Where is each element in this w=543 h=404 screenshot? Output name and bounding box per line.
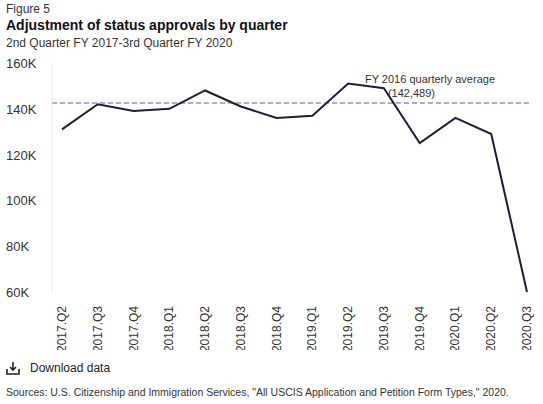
- svg-text:2018.Q3: 2018.Q3: [234, 306, 248, 350]
- svg-text:2018.Q1: 2018.Q1: [162, 306, 176, 350]
- svg-text:160K: 160K: [8, 56, 37, 71]
- svg-text:80K: 80K: [8, 239, 29, 254]
- html-text:Adjustment of status approvals: Adjustment of status approvals by quarte…: [6, 17, 288, 33]
- svg-text:2017.Q2: 2017.Q2: [55, 306, 69, 350]
- html-text:2nd Quarter FY 2017-3rd Quarte: 2nd Quarter FY 2017-3rd Quarter FY 2020: [6, 36, 233, 50]
- svg-text:2017.Q3: 2017.Q3: [91, 306, 105, 350]
- svg-text:2019.Q2: 2019.Q2: [341, 306, 355, 350]
- html-text:Download data: Download data: [30, 361, 111, 375]
- svg-text:2020.Q1: 2020.Q1: [448, 306, 462, 350]
- svg-text:2020.Q2: 2020.Q2: [484, 306, 498, 350]
- html-text:Figure 5: Figure 5: [6, 2, 50, 16]
- svg-text:2018.Q4: 2018.Q4: [270, 306, 284, 350]
- svg-text:FY 2016 quarterly average(142,: FY 2016 quarterly average(142,489): [365, 73, 495, 99]
- svg-text:2020.Q3: 2020.Q3: [520, 306, 534, 350]
- svg-text:120K: 120K: [8, 148, 37, 163]
- svg-text:100K: 100K: [8, 193, 37, 208]
- svg-text:2019.Q1: 2019.Q1: [305, 306, 319, 350]
- svg-text:2019.Q4: 2019.Q4: [413, 306, 427, 350]
- svg-text:2018.Q2: 2018.Q2: [198, 306, 212, 350]
- svg-text:60K: 60K: [8, 285, 29, 300]
- svg-text:2017.Q4: 2017.Q4: [127, 306, 141, 350]
- html-text:Sources: U.S. Citizenship and: Sources: U.S. Citizenship and Immigratio…: [6, 386, 509, 398]
- svg-text:140K: 140K: [8, 102, 37, 117]
- svg-text:2019.Q3: 2019.Q3: [377, 306, 391, 350]
